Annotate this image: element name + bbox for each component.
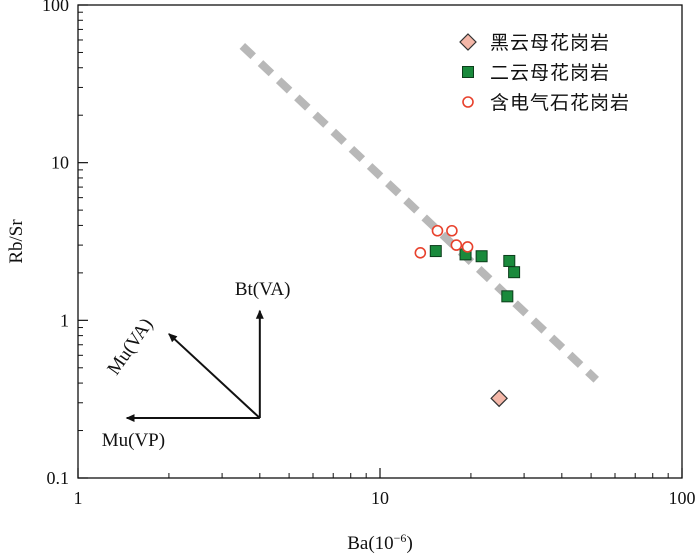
y-tick-label: 100: [42, 0, 69, 15]
trend-line: [239, 43, 599, 383]
data-point-circle: [431, 224, 444, 237]
y-tick-label: 0.1: [47, 468, 70, 488]
vector-label: Bt(VA): [235, 279, 291, 300]
y-tick-label: 10: [51, 153, 69, 173]
data-point-square: [462, 66, 474, 78]
legend-label: 二云母花岗岩: [490, 62, 610, 84]
data-points: [414, 224, 521, 408]
data-point-square: [503, 254, 516, 267]
legend-label: 含电气石花岗岩: [490, 92, 630, 114]
legend-label: 黑云母花岗岩: [490, 32, 610, 54]
vector-label: Mu(VP): [102, 430, 165, 451]
data-point-square: [475, 250, 488, 263]
vectors-group: Bt(VA) Mu(VA) Mu(VP): [102, 279, 291, 451]
vector-arrow: [168, 333, 261, 419]
x-axis-label: Ba(10−6): [347, 531, 413, 554]
x-tick-label: 10: [371, 488, 389, 508]
y-tick-label: 1: [60, 310, 69, 330]
data-point-circle: [462, 96, 474, 108]
data-point-circle: [461, 241, 474, 253]
y-axis-label: Rb/Sr: [6, 219, 27, 264]
data-point-circle: [414, 247, 427, 259]
x-tick-label: 1: [74, 488, 83, 508]
data-point-square: [429, 245, 442, 258]
data-point-square: [501, 290, 514, 303]
x-axis-label-exponent: −6: [394, 531, 407, 545]
data-point-circle: [446, 224, 458, 237]
data-point-circle: [450, 239, 463, 251]
data-point-diamond: [490, 389, 508, 408]
x-tick-label: 100: [669, 488, 696, 508]
data-point-diamond: [459, 33, 477, 51]
trend-line-group: [239, 43, 599, 383]
vector-label: Mu(VA): [103, 315, 157, 380]
data-point-square: [508, 266, 521, 279]
